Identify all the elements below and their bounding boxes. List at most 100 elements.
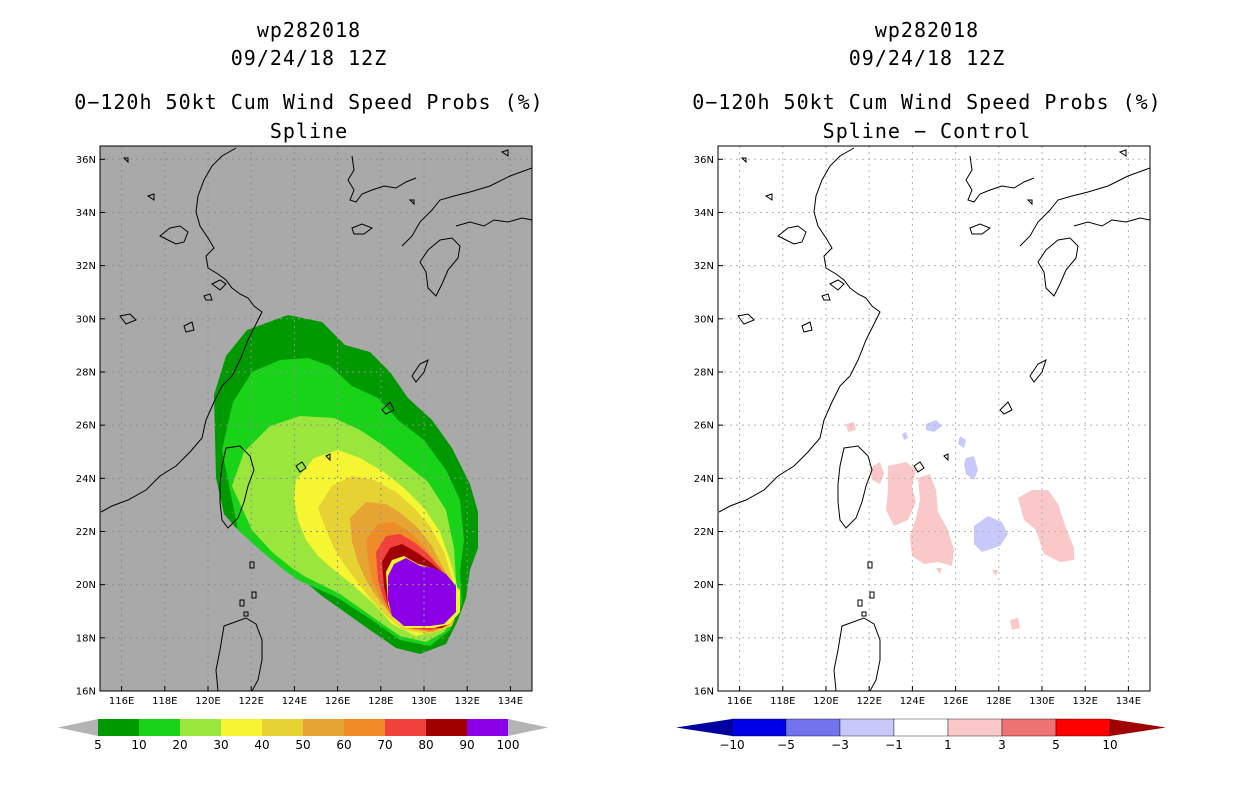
lat-label: 28N <box>694 367 714 378</box>
coastline <box>203 279 227 301</box>
lon-label: 130E <box>411 696 436 707</box>
coastlines <box>718 147 1150 691</box>
lat-label: 26N <box>694 421 714 432</box>
coastline <box>718 147 881 513</box>
coastline <box>999 359 1047 415</box>
colorbar-high-arrow <box>508 719 548 736</box>
coastline <box>295 453 331 473</box>
coastline <box>215 617 263 691</box>
lon-label: 124E <box>282 696 307 707</box>
coastline <box>455 217 532 227</box>
colorbar-label: 40 <box>254 738 269 752</box>
product-title: 0−120h 50kt Cum Wind Speed Probs (%) <box>74 90 544 114</box>
map-frame <box>717 145 1151 692</box>
colorbar-label: −1 <box>885 738 903 752</box>
colorbar-label: 5 <box>94 738 102 752</box>
negative-area <box>958 436 966 448</box>
lat-label: 26N <box>76 421 96 432</box>
lon-label: 122E <box>238 696 263 707</box>
colorbar-label: 100 <box>497 738 520 752</box>
coastline <box>833 617 881 691</box>
positive-area <box>1010 618 1020 630</box>
time-title: 09/24/18 12Z <box>848 46 1006 70</box>
map-background <box>718 146 1150 691</box>
negative-area <box>926 420 942 432</box>
colorbar-swatch <box>893 718 949 737</box>
coastline <box>122 149 509 206</box>
colorbar-swatch <box>467 719 508 736</box>
colorbar-swatch <box>180 719 221 736</box>
lon-label: 132E <box>454 696 479 707</box>
right-colorbar: −10 −5 −3 −1 1 3 5 10 <box>676 718 1166 752</box>
storm-id-title: wp282018 <box>874 18 980 42</box>
time-title: 09/24/18 12Z <box>230 46 388 70</box>
colorbar-low-arrow <box>676 719 732 736</box>
coastline <box>857 561 875 617</box>
colorbar-label: 90 <box>459 738 474 752</box>
colorbar-label: 10 <box>1102 738 1117 752</box>
coastline <box>969 223 992 235</box>
lon-label: 116E <box>109 696 134 707</box>
colorbar-swatch <box>221 719 262 736</box>
colorbar-swatch <box>839 718 895 737</box>
coastline <box>821 279 845 301</box>
left-panel: wp282018 09/24/18 12Z 0−120h 50kt Cum Wi… <box>58 18 548 752</box>
lat-label: 20N <box>694 580 714 591</box>
latitude-labels: 36N 34N 32N 30N 28N 26N 24N 22N 20N 18N 16N <box>76 155 105 698</box>
lat-label: 32N <box>76 261 96 272</box>
coastline <box>913 453 949 473</box>
lat-label: 34N <box>76 208 96 219</box>
lon-label: 134E <box>1116 696 1141 707</box>
lat-label: 18N <box>76 633 96 644</box>
colorbar-label: 50 <box>295 738 310 752</box>
lat-label: 24N <box>694 474 714 485</box>
colorbar-label: 60 <box>336 738 351 752</box>
lat-label: 24N <box>76 474 96 485</box>
lat-label: 16N <box>76 687 96 698</box>
colorbar-low-arrow <box>58 719 98 736</box>
subtitle: Spline − Control <box>822 119 1032 143</box>
left-colorbar: 5 10 20 30 40 50 60 70 80 90 100 <box>58 719 548 752</box>
colorbar-label: −3 <box>831 738 849 752</box>
colorbar-label: 10 <box>131 738 146 752</box>
coastline <box>219 445 255 529</box>
colorbar-swatch <box>385 719 426 736</box>
lat-label: 20N <box>76 580 96 591</box>
lon-label: 124E <box>900 696 925 707</box>
colorbar-label: 3 <box>998 738 1006 752</box>
coastline <box>401 167 532 247</box>
colorbar-swatch <box>303 719 344 736</box>
lon-label: 118E <box>770 696 795 707</box>
lat-label: 32N <box>694 261 714 272</box>
lon-label: 118E <box>152 696 177 707</box>
lon-label: 132E <box>1072 696 1097 707</box>
lat-label: 30N <box>76 314 96 325</box>
lon-label: 116E <box>727 696 752 707</box>
coastline <box>347 155 417 203</box>
coastline <box>119 313 195 333</box>
lon-label: 130E <box>1029 696 1054 707</box>
colorbar-swatch <box>1001 718 1057 737</box>
colorbar-label: 80 <box>418 738 433 752</box>
coastline <box>239 561 257 617</box>
probability-contours <box>214 315 478 654</box>
lat-label: 36N <box>694 155 714 166</box>
lat-label: 22N <box>76 527 96 538</box>
storm-id-title: wp282018 <box>256 18 362 42</box>
positive-area <box>1018 490 1074 562</box>
contour-100 <box>388 558 456 626</box>
longitude-labels: 116E 118E 120E 122E 124E 126E 128E 130E 132E 134E <box>109 686 523 707</box>
coastline <box>159 225 189 245</box>
negative-area <box>964 456 978 480</box>
colorbar-swatch <box>1055 718 1111 737</box>
colorbar-swatch <box>98 719 139 736</box>
lon-label: 120E <box>195 696 220 707</box>
latitude-labels: 36N 34N 32N 30N 28N 26N 24N 22N 20N 18N 16N <box>694 155 723 698</box>
coastline <box>837 445 873 529</box>
negative-area <box>902 432 908 440</box>
lat-label: 18N <box>694 633 714 644</box>
positive-area <box>936 568 942 574</box>
coastline <box>100 147 263 513</box>
colorbar-swatch <box>785 718 841 737</box>
